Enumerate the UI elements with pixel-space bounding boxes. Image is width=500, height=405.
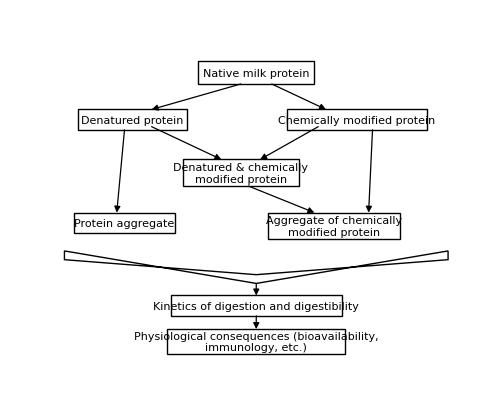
- FancyBboxPatch shape: [198, 62, 314, 85]
- Text: Chemically modified protein: Chemically modified protein: [278, 115, 436, 125]
- FancyBboxPatch shape: [287, 110, 427, 130]
- Text: Denatured & chemically
modified protein: Denatured & chemically modified protein: [174, 162, 308, 184]
- FancyBboxPatch shape: [78, 110, 186, 130]
- Text: Aggregate of chemically
modified protein: Aggregate of chemically modified protein: [266, 215, 402, 237]
- FancyBboxPatch shape: [74, 213, 175, 233]
- Text: Physiological consequences (bioavailability,
immunology, etc.): Physiological consequences (bioavailabil…: [134, 331, 378, 352]
- FancyBboxPatch shape: [268, 213, 400, 240]
- FancyBboxPatch shape: [182, 160, 299, 187]
- Polygon shape: [64, 251, 448, 284]
- Text: Protein aggregate: Protein aggregate: [74, 218, 174, 228]
- FancyBboxPatch shape: [167, 329, 346, 354]
- Text: Native milk protein: Native milk protein: [203, 68, 310, 79]
- FancyBboxPatch shape: [171, 296, 342, 316]
- Text: Kinetics of digestion and digestibility: Kinetics of digestion and digestibility: [154, 301, 359, 311]
- Text: Denatured protein: Denatured protein: [81, 115, 184, 125]
